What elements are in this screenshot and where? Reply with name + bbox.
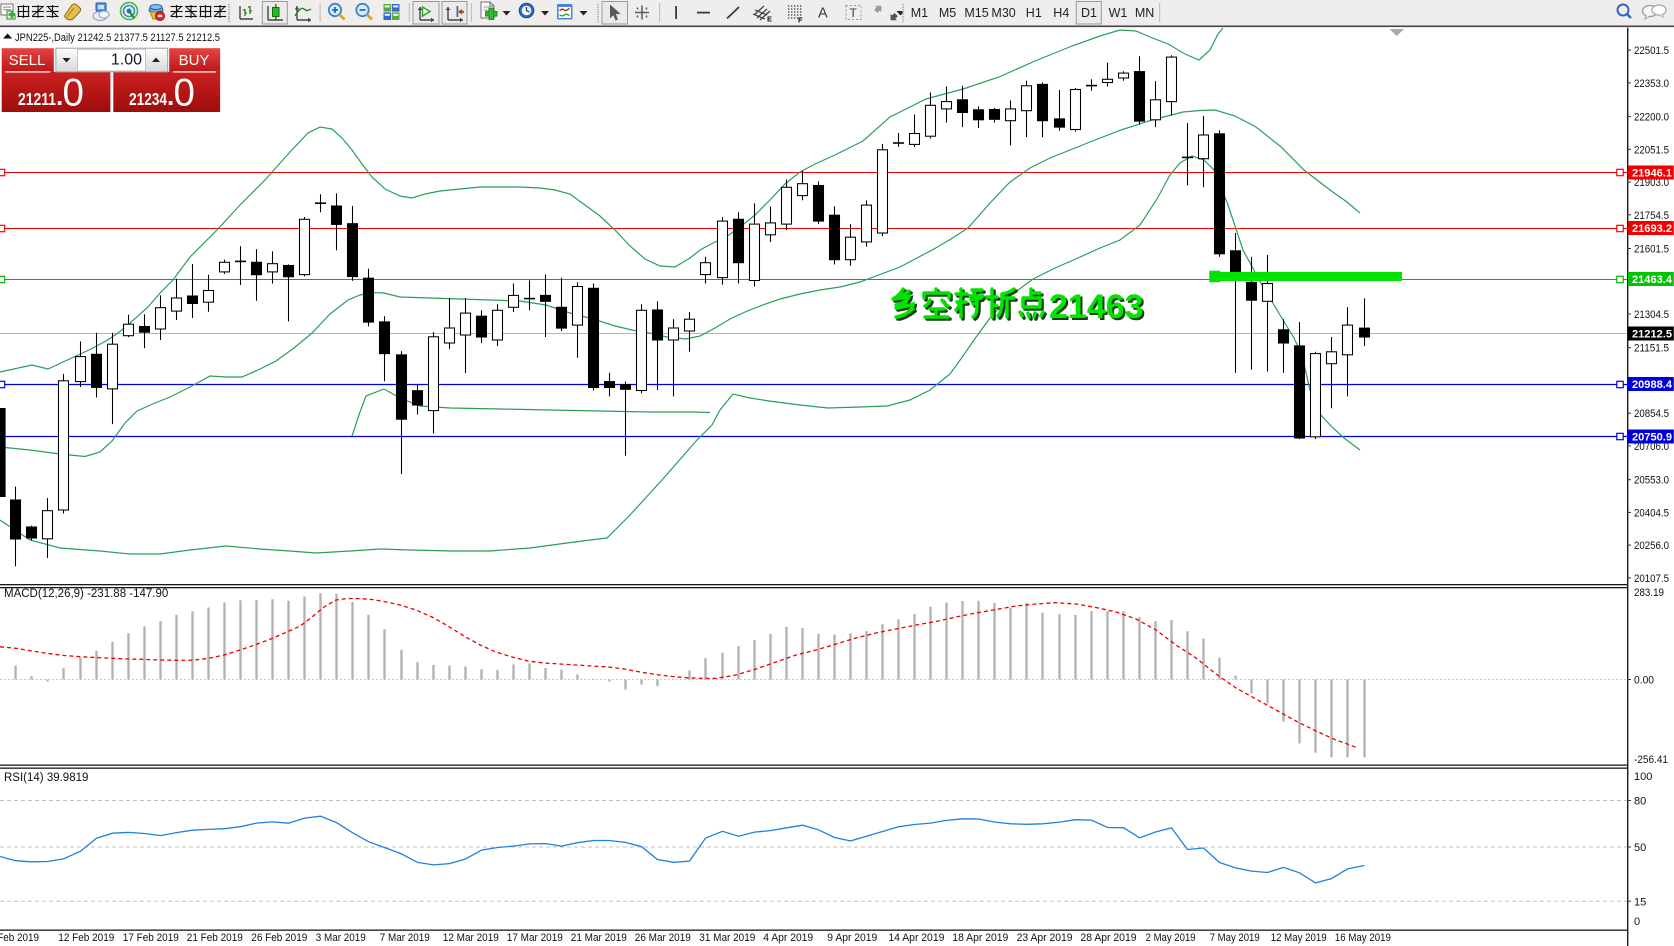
svg-text:BUY: BUY — [179, 52, 210, 69]
svg-text:20750.9: 20750.9 — [1632, 432, 1672, 444]
svg-text:20706.0: 20706.0 — [1634, 441, 1669, 453]
svg-text:21463: 21463 — [1051, 290, 1146, 328]
svg-text:W1: W1 — [1109, 6, 1128, 20]
svg-text:9 Apr 2019: 9 Apr 2019 — [827, 932, 877, 944]
svg-text:21211: 21211 — [18, 89, 56, 109]
svg-text:21903.0: 21903.0 — [1634, 177, 1669, 189]
svg-text:0: 0 — [174, 72, 195, 115]
svg-text:21754.5: 21754.5 — [1634, 210, 1669, 222]
svg-text:20854.5: 20854.5 — [1634, 408, 1669, 420]
svg-text:JPN225-,Daily 21242.5 21377.5: JPN225-,Daily 21242.5 21377.5 21127.5 21… — [15, 32, 220, 44]
svg-text:20256.0: 20256.0 — [1634, 540, 1669, 552]
svg-text:26 Feb 2019: 26 Feb 2019 — [251, 932, 307, 944]
svg-text:7 May 2019: 7 May 2019 — [1210, 932, 1260, 944]
svg-text:-256.41: -256.41 — [1634, 754, 1668, 766]
svg-text:M15: M15 — [964, 6, 988, 20]
svg-text:21212.5: 21212.5 — [1632, 329, 1672, 341]
svg-text:21304.5: 21304.5 — [1634, 309, 1669, 321]
svg-text:22501.5: 22501.5 — [1634, 45, 1669, 57]
svg-text:12 Mar 2019: 12 Mar 2019 — [443, 932, 499, 944]
svg-text:22200.0: 22200.0 — [1634, 112, 1669, 124]
svg-text:22353.0: 22353.0 — [1634, 78, 1669, 90]
svg-text:21463: 21463 — [1049, 288, 1144, 326]
svg-text:M1: M1 — [911, 6, 928, 20]
svg-text:20553.0: 20553.0 — [1634, 475, 1669, 487]
svg-text:50: 50 — [1634, 842, 1646, 854]
svg-text:1.00: 1.00 — [111, 52, 142, 69]
svg-text:26 Mar 2019: 26 Mar 2019 — [635, 932, 691, 944]
svg-text:17 Feb 2019: 17 Feb 2019 — [123, 932, 179, 944]
svg-text:7 Mar 2019: 7 Mar 2019 — [380, 932, 430, 944]
svg-text:20988.4: 20988.4 — [1632, 379, 1673, 391]
svg-text:H4: H4 — [1053, 6, 1069, 20]
svg-text:M30: M30 — [991, 6, 1015, 20]
svg-text:0: 0 — [63, 72, 84, 115]
svg-text:E: E — [767, 15, 772, 24]
svg-text:3 Mar 2019: 3 Mar 2019 — [316, 932, 366, 944]
svg-text:F: F — [798, 16, 803, 25]
svg-text:T: T — [850, 6, 858, 20]
svg-text:SELL: SELL — [9, 52, 46, 69]
svg-text:21151.5: 21151.5 — [1634, 343, 1669, 355]
svg-text:283.19: 283.19 — [1634, 587, 1664, 599]
svg-text:MN: MN — [1135, 6, 1154, 20]
svg-text:4 Apr 2019: 4 Apr 2019 — [763, 932, 813, 944]
svg-text:17 Mar 2019: 17 Mar 2019 — [507, 932, 563, 944]
svg-text:14 Apr 2019: 14 Apr 2019 — [888, 932, 944, 944]
svg-text:MACD(12,26,9) -231.88 -147.90: MACD(12,26,9) -231.88 -147.90 — [4, 588, 168, 600]
svg-text:23 Apr 2019: 23 Apr 2019 — [1017, 932, 1073, 944]
svg-text:18 Apr 2019: 18 Apr 2019 — [952, 932, 1008, 944]
svg-text:20404.5: 20404.5 — [1634, 507, 1669, 519]
svg-text:M5: M5 — [939, 6, 956, 20]
svg-text:.: . — [167, 81, 174, 111]
svg-text:D1: D1 — [1081, 6, 1097, 20]
svg-text:15: 15 — [1634, 896, 1646, 908]
svg-text:28 Apr 2019: 28 Apr 2019 — [1081, 932, 1137, 944]
svg-text:100: 100 — [1634, 771, 1652, 783]
svg-text:21234: 21234 — [129, 89, 167, 109]
svg-text:21 Mar 2019: 21 Mar 2019 — [571, 932, 627, 944]
svg-text:12 May 2019: 12 May 2019 — [1271, 932, 1327, 944]
svg-text:0: 0 — [1634, 916, 1640, 928]
svg-text:21 Feb 2019: 21 Feb 2019 — [187, 932, 243, 944]
svg-text:22051.5: 22051.5 — [1634, 144, 1669, 156]
svg-text:21693.2: 21693.2 — [1632, 223, 1672, 235]
svg-text:21601.5: 21601.5 — [1634, 244, 1669, 256]
svg-text:20107.5: 20107.5 — [1634, 573, 1669, 585]
svg-text:0.00: 0.00 — [1634, 675, 1654, 687]
svg-text:.: . — [56, 81, 63, 111]
svg-text:RSI(14) 39.9819: RSI(14) 39.9819 — [4, 772, 88, 784]
svg-text:21946.1: 21946.1 — [1632, 168, 1672, 180]
svg-text:2 May 2019: 2 May 2019 — [1146, 932, 1196, 944]
svg-text:H1: H1 — [1026, 6, 1042, 20]
svg-text:80: 80 — [1634, 796, 1646, 808]
svg-text:16 May 2019: 16 May 2019 — [1335, 932, 1391, 944]
svg-text:31 Mar 2019: 31 Mar 2019 — [699, 932, 755, 944]
svg-text:21463.4: 21463.4 — [1632, 274, 1673, 286]
svg-text:12 Feb 2019: 12 Feb 2019 — [58, 932, 114, 944]
svg-text:7 Feb 2019: 7 Feb 2019 — [0, 932, 39, 944]
svg-text:A: A — [818, 6, 828, 22]
